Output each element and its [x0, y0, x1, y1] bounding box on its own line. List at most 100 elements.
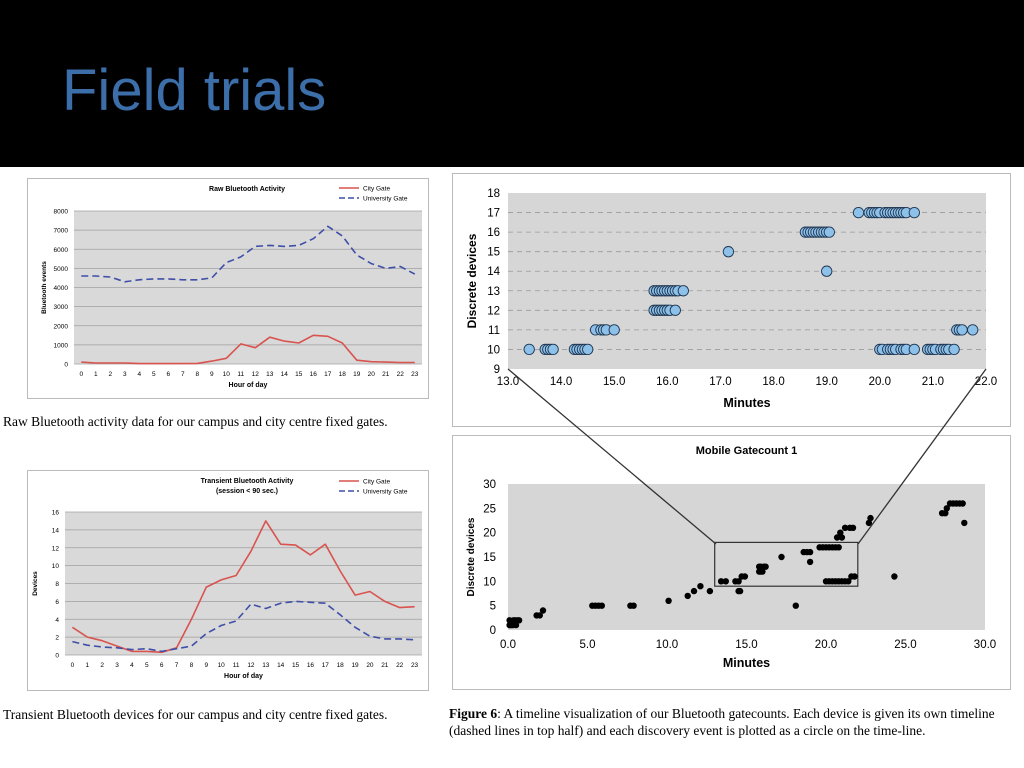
y-tick-label: 16 — [52, 510, 60, 517]
plot-area — [508, 484, 985, 630]
x-tick-label: 6 — [166, 371, 170, 378]
y-tick-label: 2000 — [54, 323, 69, 330]
y-tick-label: 7000 — [54, 228, 69, 235]
x-tick-label: 20 — [368, 371, 376, 378]
x-tick-label: 13.0 — [497, 376, 519, 388]
chart-title: Transient Bluetooth Activity — [201, 478, 294, 485]
y-tick-label: 11 — [488, 325, 500, 337]
data-point — [792, 602, 799, 609]
data-point — [908, 206, 920, 219]
mobile-gatecount-chart: Mobile Gatecount 1 0 5 10 15 20 25 30 0.0 5.0 10.0… — [452, 435, 1011, 690]
data-point — [852, 206, 865, 219]
transient-activity-chart-panel: 0 2 4 6 8 10 12 14 16 0 1 2 3 4 5 6 7 8 9 10 11 12 13 14 15 16 17 1… — [27, 470, 429, 691]
x-tick-label: 22 — [397, 371, 405, 378]
data-point — [778, 553, 785, 561]
y-tick-label: 4000 — [54, 285, 69, 292]
y-tick-label: 5000 — [54, 266, 69, 273]
x-tick-label: 16 — [307, 662, 315, 669]
x-tick-label: 22.0 — [975, 376, 997, 388]
data-point — [845, 578, 852, 585]
y-tick-label: 17 — [487, 208, 500, 220]
x-tick-label: 14 — [281, 371, 289, 378]
x-tick-label: 18.0 — [762, 376, 784, 388]
mobile-gatecount-chart-panel: Mobile Gatecount 1 0 5 10 15 20 25 30 0.0 5.0 10.0… — [452, 435, 1011, 690]
data-point — [690, 587, 698, 595]
data-point — [762, 563, 769, 570]
data-point — [741, 573, 749, 580]
x-tick-label: 10.0 — [656, 639, 678, 651]
transient-activity-caption: Transient Bluetooth devices for our camp… — [3, 707, 388, 722]
data-point — [806, 548, 814, 556]
x-tick-label: 21.0 — [922, 376, 944, 388]
x-tick-label: 22 — [396, 662, 404, 669]
data-point — [959, 500, 966, 507]
x-tick-label: 15 — [295, 371, 303, 378]
raw-activity-caption: Raw Bluetooth activity data for our camp… — [3, 414, 388, 429]
x-tick-label: 18 — [339, 371, 347, 378]
x-tick-label: 6 — [160, 662, 164, 669]
y-tick-label: 1000 — [54, 342, 69, 349]
legend-label: City Gate — [363, 479, 390, 486]
legend-label: University Gate — [363, 196, 408, 203]
zoomed-timeline-chart: 9 10 11 12 13 14 15 16 17 18 13.0 14.0 15.0 16.0 17.0 1… — [452, 173, 1011, 427]
plot-area — [508, 193, 986, 369]
x-tick-label: 25.0 — [894, 639, 916, 651]
data-point — [908, 343, 920, 356]
x-tick-label: 9 — [205, 662, 209, 669]
data-point — [841, 524, 849, 531]
y-axis-label: Discrete devices — [466, 517, 477, 596]
data-point — [515, 617, 523, 624]
figure-caption: Figure 6: A timeline visualization of ou… — [449, 706, 1017, 740]
y-tick-label: 9 — [494, 364, 500, 376]
x-axis-label: Minutes — [723, 396, 770, 410]
data-point — [630, 602, 637, 609]
y-tick-label: 8 — [55, 581, 59, 588]
data-point — [677, 285, 689, 297]
x-tick-label: 9 — [210, 371, 214, 378]
data-point — [669, 304, 681, 316]
data-point — [956, 324, 968, 336]
x-tick-label: 13 — [266, 371, 274, 378]
data-point — [833, 534, 841, 541]
series-line-university-gate — [72, 600, 415, 653]
y-tick-label: 10 — [52, 563, 60, 570]
y-tick-label: 8000 — [54, 209, 69, 216]
y-tick-label: 12 — [487, 305, 500, 317]
series-line-university-gate — [81, 225, 416, 283]
x-tick-label: 12 — [247, 662, 255, 669]
x-tick-label: 19.0 — [815, 376, 837, 388]
x-tick-label: 16 — [310, 371, 318, 378]
y-tick-label: 30 — [483, 479, 496, 491]
legend-label: University Gate — [363, 489, 408, 496]
y-tick-label: 4 — [55, 617, 59, 624]
x-tick-label: 30.0 — [974, 639, 996, 651]
raw-activity-chart-panel: 0 1000 2000 3000 4000 5000 6000 7000 8000 0 1 2 3 4 5 6… — [27, 178, 429, 399]
x-tick-label: 0 — [79, 371, 83, 378]
y-tick-label: 16 — [487, 227, 500, 239]
data-point — [851, 573, 858, 580]
y-tick-label: 2 — [55, 635, 59, 642]
x-tick-label: 11 — [233, 662, 240, 669]
x-tick-label: 1 — [94, 371, 98, 378]
x-tick-label: 20 — [366, 662, 374, 669]
y-axis-label: Bluetooth events — [41, 261, 48, 314]
data-point — [547, 343, 559, 356]
x-axis-label: Hour of day — [224, 673, 263, 680]
data-point — [823, 226, 835, 238]
data-point — [508, 619, 515, 626]
x-tick-label: 23 — [411, 662, 419, 669]
data-point — [835, 544, 842, 551]
y-tick-label: 0 — [490, 625, 496, 637]
x-tick-label: 23 — [411, 371, 419, 378]
chart-title: Mobile Gatecount 1 — [696, 445, 797, 457]
x-axis-label: Minutes — [723, 656, 770, 670]
y-tick-label: 5 — [490, 601, 496, 613]
y-axis-label: Devices — [32, 571, 39, 596]
data-point — [717, 578, 725, 585]
x-tick-label: 0 — [71, 662, 75, 669]
x-tick-label: 17.0 — [709, 376, 731, 388]
y-axis-label: Discrete devices — [465, 233, 479, 328]
x-tick-label: 11 — [237, 371, 244, 378]
